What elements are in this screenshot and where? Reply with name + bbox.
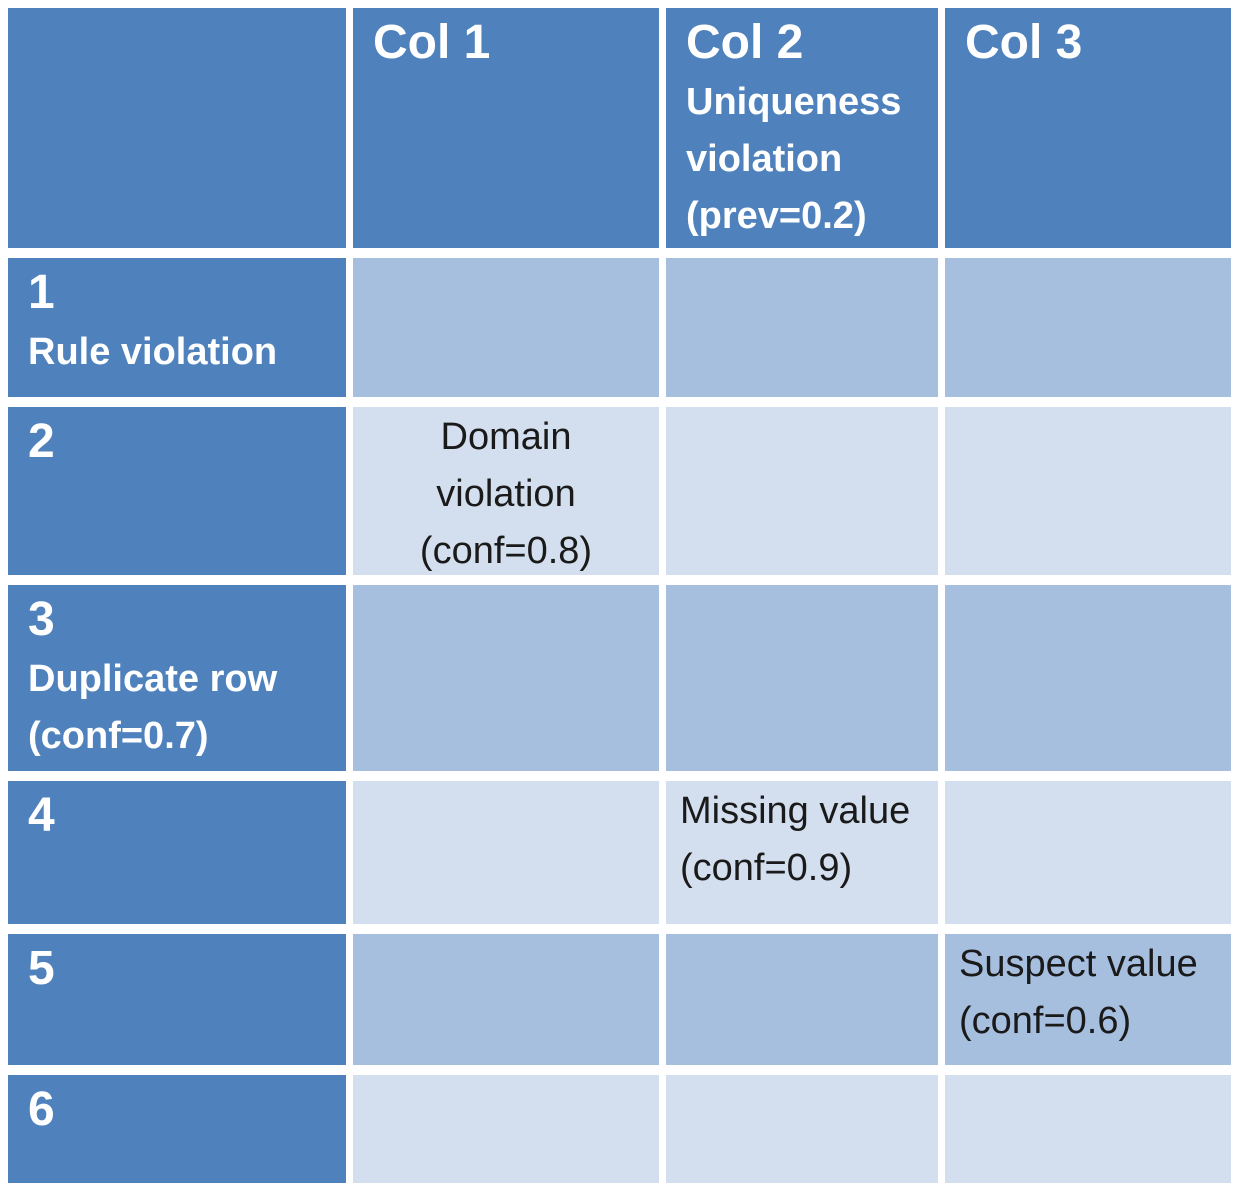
corner-header-cell bbox=[8, 8, 346, 248]
cell-r2c1: Domain violation (conf=0.8) bbox=[353, 407, 659, 575]
cell-r5c3: Suspect value (conf=0.6) bbox=[945, 934, 1231, 1065]
row-header-4-number: 4 bbox=[28, 789, 55, 842]
cell-r6c1 bbox=[353, 1075, 659, 1183]
suspect-value-annotation: Suspect value (conf=0.6) bbox=[959, 943, 1198, 1042]
row-header-6-number: 6 bbox=[28, 1083, 55, 1136]
cell-r6c2 bbox=[666, 1075, 938, 1183]
cell-r1c3 bbox=[945, 258, 1231, 397]
row-header-2-number: 2 bbox=[28, 415, 55, 468]
row-header-5-number: 5 bbox=[28, 942, 55, 995]
col-header-3-title: Col 3 bbox=[965, 16, 1083, 69]
cell-r3c2 bbox=[666, 585, 938, 771]
cell-r4c3 bbox=[945, 781, 1231, 924]
domain-violation-annotation: Domain violation (conf=0.8) bbox=[419, 416, 593, 572]
cell-r2c2 bbox=[666, 407, 938, 575]
row-header-3-number: 3 bbox=[28, 593, 55, 646]
cell-r1c2 bbox=[666, 258, 938, 397]
cell-r2c3 bbox=[945, 407, 1231, 575]
row-header-3: 3 Duplicate row (conf=0.7) bbox=[8, 585, 346, 771]
cell-r5c1 bbox=[353, 934, 659, 1065]
cell-r5c2 bbox=[666, 934, 938, 1065]
row-header-2: 2 bbox=[8, 407, 346, 575]
col-header-2-subtitle: Uniqueness violation (prev=0.2) bbox=[686, 81, 902, 237]
col-header-1-title: Col 1 bbox=[373, 16, 491, 69]
cell-r1c1 bbox=[353, 258, 659, 397]
col-header-2: Col 2 Uniqueness violation (prev=0.2) bbox=[666, 8, 938, 248]
col-header-2-title: Col 2 bbox=[686, 16, 804, 69]
cell-r3c1 bbox=[353, 585, 659, 771]
row-header-6: 6 bbox=[8, 1075, 346, 1183]
row-header-5: 5 bbox=[8, 934, 346, 1065]
row-header-3-label: Duplicate row (conf=0.7) bbox=[28, 658, 278, 757]
col-header-3: Col 3 bbox=[945, 8, 1231, 248]
cell-r4c1 bbox=[353, 781, 659, 924]
row-header-1: 1 Rule violation bbox=[8, 258, 346, 397]
row-header-1-number: 1 bbox=[28, 266, 55, 319]
missing-value-annotation: Missing value (conf=0.9) bbox=[680, 790, 911, 889]
error-annotation-table: Col 1 Col 2 Uniqueness violation (prev=0… bbox=[8, 8, 1231, 1183]
cell-r6c3 bbox=[945, 1075, 1231, 1183]
cell-r3c3 bbox=[945, 585, 1231, 771]
cell-r4c2: Missing value (conf=0.9) bbox=[666, 781, 938, 924]
col-header-1: Col 1 bbox=[353, 8, 659, 248]
row-header-4: 4 bbox=[8, 781, 346, 924]
row-header-1-label: Rule violation bbox=[28, 331, 278, 373]
